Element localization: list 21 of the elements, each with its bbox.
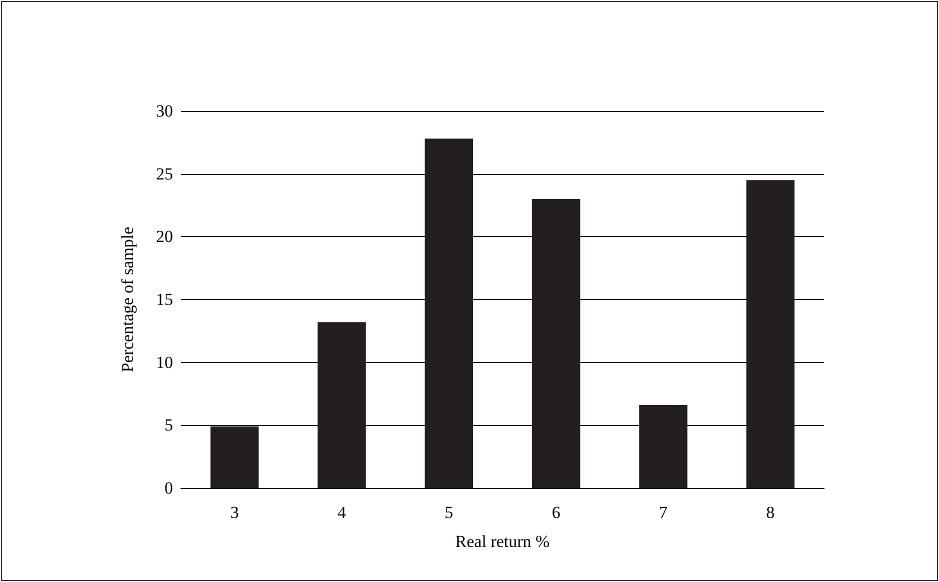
bar: [318, 322, 366, 488]
y-tick-label: 10: [156, 352, 173, 372]
bar: [532, 198, 580, 488]
bar: [746, 180, 795, 488]
bar: [210, 426, 259, 488]
x-tick-label: 3: [230, 503, 239, 522]
x-tick-label: 4: [338, 503, 346, 522]
x-tick-label: 7: [659, 503, 668, 522]
x-axis-title: Real return %: [455, 532, 550, 551]
y-tick-label: 15: [156, 290, 173, 309]
y-tick-label: 25: [156, 164, 173, 184]
bar: [424, 138, 474, 488]
y-tick-label: 0: [164, 478, 173, 498]
y-tick-label: 5: [164, 416, 173, 435]
x-tick-label: 8: [766, 503, 775, 522]
x-tick-label: 6: [552, 503, 560, 522]
bar: [639, 405, 688, 488]
y-tick-label: 30: [156, 102, 173, 120]
y-axis-title: Percentage of sample: [118, 226, 137, 372]
x-tick-label: 5: [444, 503, 454, 522]
y-tick-label: 20: [156, 227, 173, 246]
